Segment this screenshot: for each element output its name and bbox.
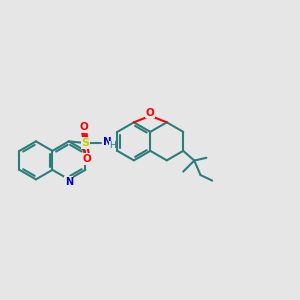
Text: O: O — [80, 122, 88, 132]
Text: O: O — [83, 154, 92, 164]
Text: N: N — [103, 137, 111, 147]
Text: H: H — [109, 141, 116, 150]
Text: N: N — [65, 177, 73, 187]
Text: O: O — [146, 108, 155, 118]
Text: S: S — [82, 138, 89, 148]
